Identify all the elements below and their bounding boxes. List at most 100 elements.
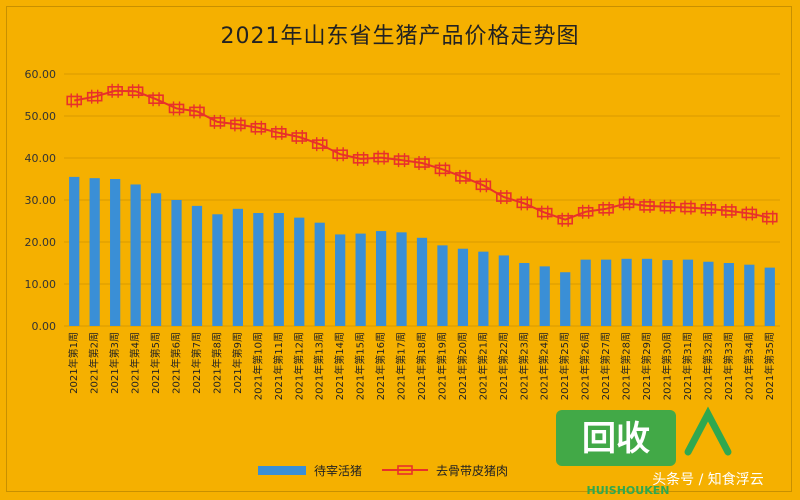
y-tick-label: 60.00 [25,68,57,81]
y-tick-label: 10.00 [25,278,57,291]
line-point [373,150,389,165]
bar [89,178,100,326]
line-point [189,104,205,119]
bar [396,232,407,326]
x-tick-label: 2021年第21周 [476,332,489,400]
bar [69,176,80,326]
x-tick-label: 2021年第12周 [292,332,305,400]
y-tick-label: 50.00 [25,110,57,123]
x-tick-label: 2021年第31周 [681,332,694,400]
bar [682,259,694,326]
bar [355,233,366,326]
bar [662,260,673,326]
line-point [761,210,778,225]
x-tick-label: 2021年第15周 [354,332,367,400]
x-tick-label: 2021年第1周 [67,332,80,394]
line-point [557,212,574,227]
bar [621,258,632,326]
bar [519,263,530,326]
x-tick-label: 2021年第29周 [640,332,653,400]
line-point [332,147,348,162]
bar [130,184,141,326]
line-point [496,190,512,205]
x-tick-label: 2021年第35周 [763,332,776,400]
bar [232,208,243,326]
x-tick-label: 2021年第33周 [722,332,735,400]
line-point [66,93,83,108]
bar [150,193,162,326]
bar [764,267,775,326]
y-tick-label: 0.00 [32,320,57,333]
line-point [250,120,267,135]
line-point [352,151,369,166]
x-tick-label: 2021年第28周 [620,332,633,400]
y-tick-label: 30.00 [25,194,57,207]
line-point [230,117,246,132]
bar [744,264,755,326]
x-tick-label: 2021年第20周 [456,332,469,400]
line-point [455,169,471,184]
line-point [639,198,655,213]
bar [273,213,284,326]
line-point [168,101,185,116]
line-point [148,92,164,107]
bar [478,251,489,326]
x-tick-label: 2021年第22周 [497,332,510,400]
x-tick-label: 2021年第17周 [395,332,408,400]
bar [641,258,653,326]
x-tick-label: 2021年第30周 [660,332,673,400]
bar [110,179,121,326]
chart-frame [6,6,792,492]
x-tick-label: 2021年第18周 [415,332,428,400]
line-point [598,201,614,216]
bar [253,213,264,326]
legend-label-bar: 待宰活猪 [314,463,362,478]
bar [335,234,346,326]
line-point [107,83,123,98]
line-point [270,125,287,140]
bar [580,259,591,326]
x-tick-label: 2021年第3周 [108,332,121,394]
x-tick-label: 2021年第8周 [210,332,223,394]
bar [437,245,448,326]
watermark-caption: 头条号 / 知食浮云 [652,471,764,488]
bar [498,255,509,326]
line-point [700,201,717,216]
line-point [311,137,328,152]
bar [191,205,203,326]
x-tick-label: 2021年第5周 [149,332,162,394]
bar [539,266,550,326]
line-point [536,205,553,220]
line-point [393,153,410,168]
line-point [741,206,758,221]
x-tick-label: 2021年第24周 [538,332,551,400]
bar [314,222,325,326]
line-point [434,162,451,177]
watermark-logo-text: 回收 [582,419,650,459]
line-point [127,84,144,99]
x-tick-label: 2021年第4周 [129,332,142,394]
line-point [721,203,737,218]
x-tick-label: 2021年第32周 [701,332,714,400]
line-point [414,156,430,171]
line-point [291,130,308,144]
bar [171,200,182,326]
x-tick-label: 2021年第2周 [88,332,101,394]
bar [723,263,734,326]
x-tick-label: 2021年第9周 [231,332,244,394]
bar [703,261,714,326]
bar [457,248,469,326]
x-tick-label: 2021年第14周 [333,332,346,400]
watermark-sub-text: HUISHOUKEN [587,484,670,497]
x-tick-label: 2021年第13周 [313,332,326,400]
x-tick-label: 2021年第6周 [170,332,183,394]
x-tick-label: 2021年第25周 [558,332,571,400]
line-point [659,199,676,214]
line-point [680,200,696,215]
watermark-logo: 回收 HUISHOUKEN 头条号 / 知食浮云 [556,406,764,497]
bar [212,214,223,326]
x-tick-label: 2021年第7周 [190,332,203,394]
bar [601,259,612,326]
y-tick-label: 20.00 [25,236,57,249]
